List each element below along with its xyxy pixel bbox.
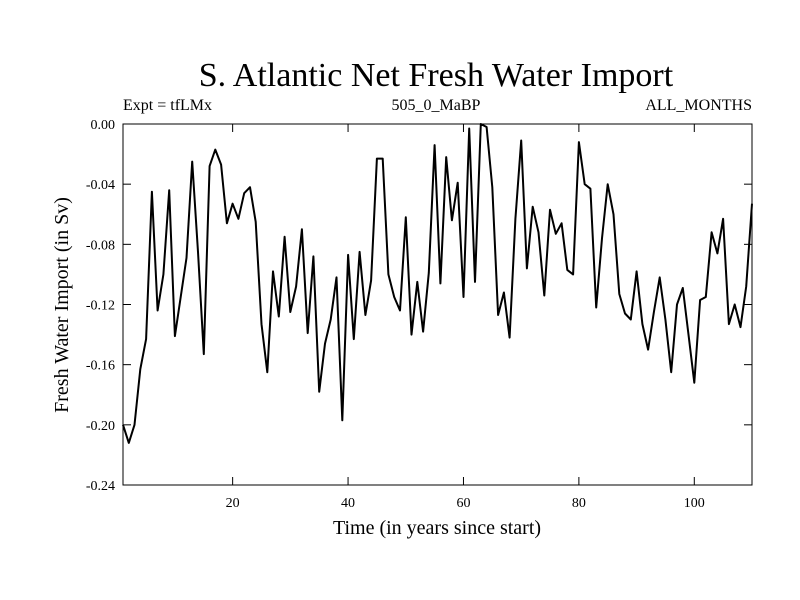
y-tick-label: -0.08 xyxy=(86,238,115,253)
plot-frame xyxy=(122,123,753,486)
x-tick-label: 40 xyxy=(341,496,355,511)
run-label: 505_0_MaBP xyxy=(392,97,481,114)
experiment-label: Expt = tfLMx xyxy=(123,97,212,114)
x-tick-label: 20 xyxy=(226,496,240,511)
x-tick-label: 100 xyxy=(684,496,705,511)
x-tick-label: 80 xyxy=(572,496,586,511)
x-tick-label: 60 xyxy=(456,496,470,511)
y-tick-label: -0.24 xyxy=(86,479,115,494)
y-axis-label: Fresh Water Import (in Sv) xyxy=(51,197,73,413)
y-axis: 0.00 -0.04 -0.08 -0.12 -0.16 -0.20 -0.24 xyxy=(86,118,752,494)
y-tick-label: -0.12 xyxy=(86,299,115,314)
chart-title: S. Atlantic Net Fresh Water Import xyxy=(199,57,674,94)
y-tick-label: -0.16 xyxy=(86,359,115,374)
series-line xyxy=(122,123,753,444)
y-tick-label: 0.00 xyxy=(91,118,116,133)
y-tick-label: -0.20 xyxy=(86,419,115,434)
x-axis-label: Time (in years since start) xyxy=(333,517,541,539)
y-tick-label: -0.04 xyxy=(86,178,115,193)
months-label: ALL_MONTHS xyxy=(645,97,752,114)
x-axis: 20 40 60 80 100 xyxy=(226,124,705,511)
